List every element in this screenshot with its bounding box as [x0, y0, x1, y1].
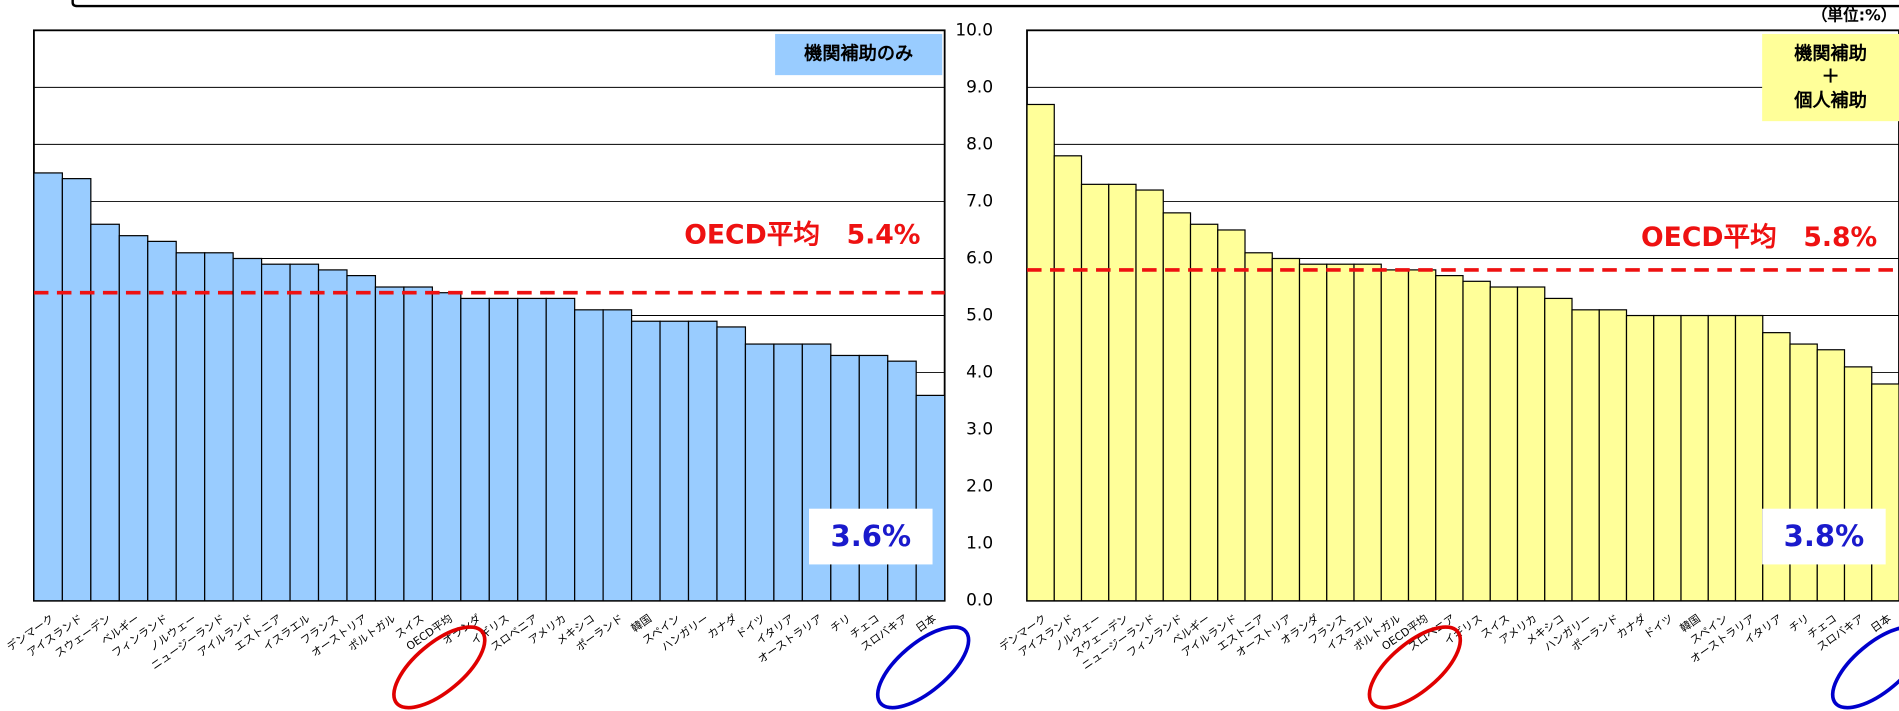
bar: [716, 326, 747, 602]
bar: [1217, 229, 1246, 602]
x-tick-label: カナダ: [1614, 611, 1649, 641]
bar: [1843, 366, 1873, 602]
bar: [175, 252, 206, 602]
bar: [289, 263, 320, 602]
bar: [1516, 286, 1546, 602]
bar: [1380, 269, 1410, 602]
y-tick-label: 0.0: [966, 590, 993, 610]
bar: [1189, 223, 1219, 602]
x-tick-label: カナダ: [705, 611, 740, 641]
bar: [773, 343, 803, 602]
bar: [204, 252, 234, 602]
bar: [1489, 286, 1519, 602]
bar: [1462, 280, 1491, 602]
bar: [1871, 383, 1899, 602]
title-box: [775, 33, 943, 76]
bar: [744, 343, 775, 602]
bar: [545, 297, 576, 602]
callout-box: [1762, 508, 1886, 565]
y-tick-label: 6.0: [966, 247, 993, 267]
unit-label: （単位:%）: [1812, 5, 1897, 24]
y-tick-label: 1.0: [966, 533, 993, 553]
bar: [1407, 269, 1437, 602]
bar: [1598, 309, 1628, 602]
highlight-ellipse: [1830, 625, 1899, 710]
bar: [1135, 189, 1164, 602]
y-tick-label: 9.0: [966, 76, 993, 96]
bar: [1162, 212, 1192, 602]
bar: [687, 320, 718, 602]
bar: [659, 320, 690, 602]
bar: [260, 263, 291, 602]
bar: [90, 223, 120, 602]
y-tick-label: 8.0: [966, 133, 993, 153]
value-callout: 3.8%: [1784, 519, 1865, 553]
title-holder: 機関補助 ＋ 個人補助: [1794, 42, 1867, 112]
title-box: [1762, 33, 1899, 122]
bar: [460, 297, 490, 602]
bar: [1326, 263, 1355, 602]
bar: [1734, 314, 1764, 602]
bar: [887, 360, 917, 602]
average-label: OECD平均 5.4%: [684, 220, 920, 251]
bar: [1571, 309, 1600, 602]
y-tick-label: 3.0: [966, 419, 993, 439]
value-callout: 3.6%: [830, 519, 911, 553]
bar: [1298, 263, 1328, 602]
bar: [574, 309, 604, 602]
highlight-ellipse: [1367, 625, 1463, 710]
bar: [1026, 103, 1055, 602]
chart-title: 機関補助 ＋ 個人補助: [1794, 42, 1867, 112]
top-frame: [71, 0, 1899, 8]
y-tick-label: 7.0: [966, 190, 993, 210]
bar: [630, 320, 661, 602]
y-tick-label: 4.0: [966, 362, 993, 382]
average-label: OECD平均 5.8%: [1641, 222, 1877, 253]
bar: [1271, 257, 1301, 602]
y-tick-label: 10.0: [955, 19, 993, 39]
bar: [1353, 263, 1382, 602]
bar: [602, 309, 633, 602]
bar: [61, 178, 92, 602]
bar: [374, 286, 405, 602]
highlight-ellipse: [875, 625, 971, 710]
bar: [1244, 252, 1273, 602]
bar: [1108, 183, 1137, 602]
bar: [147, 240, 177, 602]
y-tick-label: 5.0: [966, 305, 993, 325]
bar: [1707, 314, 1737, 602]
bar: [488, 297, 519, 602]
bar: [33, 172, 63, 602]
bar: [346, 274, 377, 602]
bar: [431, 292, 462, 602]
bar: [1680, 314, 1709, 602]
bar: [1625, 314, 1655, 602]
bar: [1080, 183, 1110, 602]
bar: [232, 257, 263, 602]
chart-title: 機関補助のみ: [804, 42, 914, 65]
bar: [1544, 297, 1573, 602]
highlight-ellipse: [392, 625, 487, 710]
bar: [1053, 155, 1083, 602]
bar: [317, 269, 348, 602]
bar: [1435, 274, 1464, 602]
bar: [403, 286, 433, 602]
x-tick-label: ドイツ: [1641, 612, 1675, 641]
bar: [517, 297, 547, 602]
bar: [1653, 314, 1682, 602]
bar: [118, 235, 149, 602]
title-holder: 機関補助のみ: [804, 42, 914, 65]
y-tick-label: 2.0: [966, 476, 993, 496]
bar: [915, 394, 946, 602]
callout-box: [809, 508, 933, 565]
